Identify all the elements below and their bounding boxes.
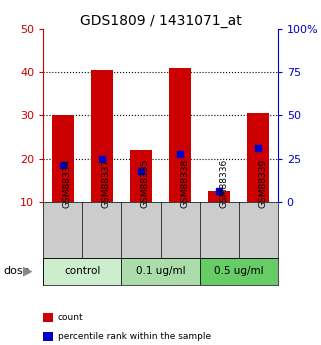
Bar [91,70,113,201]
Bar [200,258,278,285]
Title: GDS1809 / 1431071_at: GDS1809 / 1431071_at [80,14,241,28]
Bar [169,68,191,201]
Text: GSM88335: GSM88335 [141,159,150,208]
Bar [130,150,152,201]
Text: GSM88337: GSM88337 [102,159,111,208]
Text: GSM88334: GSM88334 [63,159,72,208]
Text: percentile rank within the sample: percentile rank within the sample [58,332,211,341]
Bar [43,258,121,285]
Text: GSM88339: GSM88339 [258,159,267,208]
Text: dose: dose [3,266,30,276]
Text: count: count [58,313,83,322]
Bar [208,191,230,201]
Text: ▶: ▶ [23,265,33,278]
Bar [121,258,200,285]
Text: 0.5 ug/ml: 0.5 ug/ml [214,266,264,276]
Text: 0.1 ug/ml: 0.1 ug/ml [136,266,185,276]
Bar [247,113,269,201]
Text: GSM88336: GSM88336 [219,159,228,208]
Bar [52,116,74,201]
Text: GSM88338: GSM88338 [180,159,189,208]
Text: control: control [64,266,100,276]
